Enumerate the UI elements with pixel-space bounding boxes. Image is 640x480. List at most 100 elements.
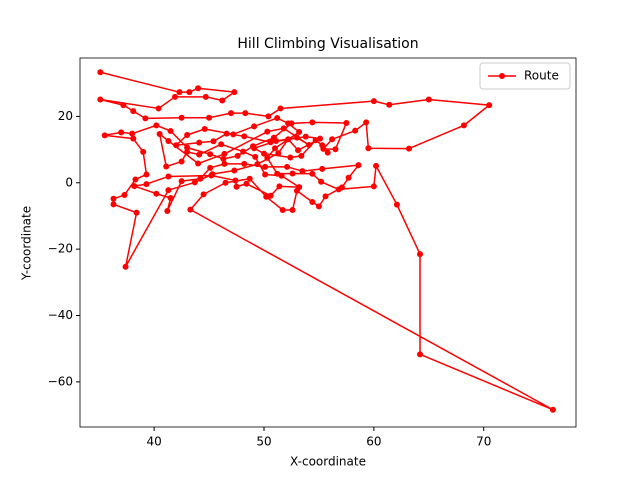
route-point	[289, 206, 296, 213]
route-point	[133, 209, 140, 216]
route-point	[197, 175, 204, 182]
route-point	[273, 137, 280, 144]
route-point	[324, 149, 331, 156]
route-point	[121, 192, 128, 199]
x-tick-label: 70	[476, 435, 491, 449]
route-point	[285, 136, 292, 143]
x-axis-label: X-coordinate	[290, 455, 366, 469]
route-point	[460, 122, 467, 129]
route-point	[276, 183, 283, 190]
route-point	[222, 179, 229, 186]
route-point	[285, 120, 292, 127]
route-point	[246, 175, 253, 182]
route-point	[284, 163, 291, 170]
route-point	[178, 158, 185, 165]
route-point	[223, 130, 230, 137]
route-point	[252, 153, 259, 160]
route-point	[370, 98, 377, 105]
route-point	[264, 128, 271, 135]
route-point	[164, 207, 171, 214]
x-tick-label: 60	[366, 435, 381, 449]
route-point	[486, 102, 493, 109]
chart-title: Hill Climbing Visualisation	[237, 36, 418, 52]
route-point	[241, 133, 248, 140]
route-point	[339, 184, 346, 191]
route-point	[345, 174, 352, 181]
route-point	[186, 89, 193, 96]
plot-frame	[79, 57, 577, 428]
route-point	[271, 145, 278, 152]
route-point	[425, 96, 432, 103]
route-point	[279, 206, 286, 213]
route-point	[218, 141, 225, 148]
route-point	[97, 69, 104, 76]
route-point	[296, 128, 303, 135]
route-point	[184, 131, 191, 138]
route-point	[549, 406, 556, 413]
route-point	[241, 160, 248, 167]
route-point	[153, 122, 160, 129]
route-point	[196, 139, 203, 146]
route-point	[230, 131, 237, 138]
route-point	[262, 171, 269, 178]
y-tick-label: −40	[48, 308, 73, 322]
route-point	[309, 119, 316, 126]
route-point	[309, 170, 316, 177]
route-point	[280, 125, 287, 132]
route-point	[163, 163, 170, 170]
route-point	[277, 105, 284, 112]
route-point	[167, 128, 174, 135]
route-point	[243, 180, 250, 187]
route-point	[262, 163, 269, 170]
route-point	[296, 184, 303, 191]
route-point	[289, 170, 296, 177]
route-point	[131, 183, 138, 190]
route-point	[165, 187, 172, 194]
y-tick-label: −60	[48, 374, 73, 388]
route-point	[319, 165, 326, 172]
route-point	[202, 93, 209, 100]
route-point	[178, 178, 185, 185]
route-point	[242, 110, 249, 117]
route-point	[221, 160, 228, 167]
y-axis-label: Y-coordinate	[20, 206, 34, 281]
route-point	[172, 93, 179, 100]
route-point	[187, 206, 194, 213]
route-point	[142, 115, 149, 122]
route-point	[299, 168, 306, 175]
route-point	[306, 141, 313, 148]
route-point	[298, 152, 305, 159]
legend-label: Route	[524, 69, 559, 83]
route-point	[234, 152, 241, 159]
route-point	[332, 146, 339, 153]
route-point	[208, 172, 215, 179]
route-point	[143, 181, 150, 188]
route-point	[287, 154, 294, 161]
route-point	[195, 85, 202, 92]
route-point	[365, 145, 372, 152]
route-point	[318, 178, 325, 185]
route-point	[261, 150, 268, 157]
route-point	[207, 164, 214, 171]
y-tick-label: 0	[65, 175, 73, 189]
route-point	[120, 102, 127, 109]
route-point	[267, 192, 274, 199]
route-point	[231, 167, 238, 174]
route-point	[184, 148, 191, 155]
route-point	[278, 172, 285, 179]
route-point	[130, 135, 137, 142]
route-point	[309, 199, 316, 206]
route-point	[319, 142, 326, 149]
route-point	[110, 195, 117, 202]
route-point	[315, 203, 322, 210]
route-point	[143, 171, 150, 178]
route-point	[254, 161, 261, 168]
route-point	[322, 193, 329, 200]
route-point	[210, 138, 217, 145]
route-point	[417, 351, 424, 358]
route-point	[267, 139, 274, 146]
route-point	[231, 89, 238, 96]
y-tick-label: −20	[48, 242, 73, 256]
route-point	[176, 89, 183, 96]
route-point	[373, 162, 380, 169]
